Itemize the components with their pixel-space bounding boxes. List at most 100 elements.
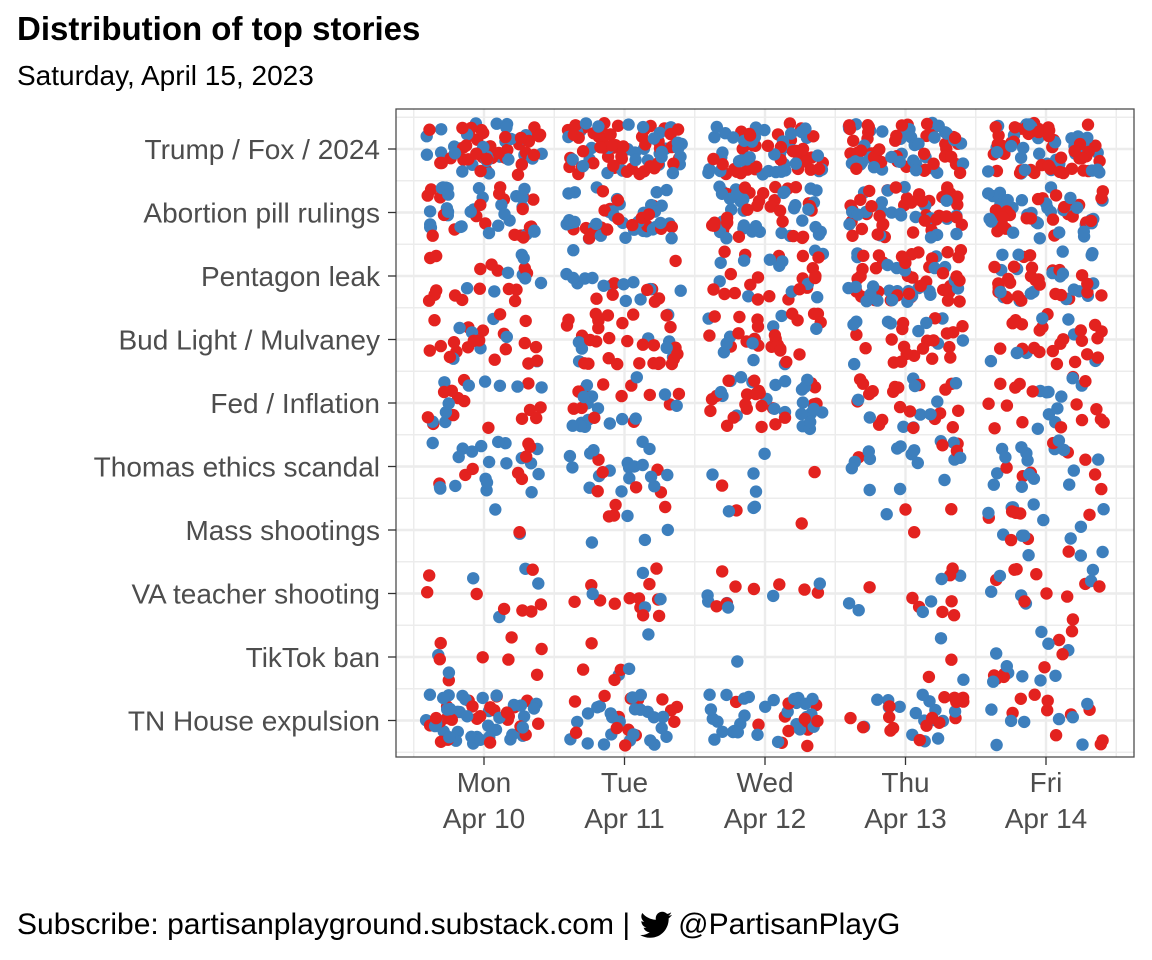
data-point bbox=[716, 565, 729, 578]
data-point bbox=[860, 295, 873, 308]
data-point bbox=[812, 162, 826, 176]
data-point bbox=[796, 249, 810, 263]
data-point bbox=[441, 205, 455, 218]
data-point bbox=[1057, 333, 1070, 346]
data-point bbox=[775, 309, 788, 323]
data-point bbox=[583, 333, 597, 347]
data-point bbox=[984, 354, 998, 368]
data-point bbox=[982, 187, 995, 200]
data-point bbox=[1015, 480, 1028, 493]
data-point bbox=[1005, 505, 1019, 518]
data-point bbox=[534, 598, 548, 611]
data-point bbox=[893, 700, 906, 713]
data-point bbox=[470, 147, 483, 160]
data-point bbox=[500, 457, 513, 470]
data-point bbox=[474, 262, 487, 276]
data-point bbox=[738, 709, 751, 722]
footer: Subscribe: partisanplayground.substack.c… bbox=[17, 908, 900, 942]
data-point bbox=[810, 322, 823, 335]
data-point bbox=[1083, 508, 1096, 521]
data-point bbox=[568, 595, 581, 608]
data-point bbox=[812, 251, 825, 264]
data-point bbox=[989, 121, 1002, 134]
data-point bbox=[499, 130, 512, 144]
data-point bbox=[1079, 375, 1092, 388]
data-point bbox=[743, 151, 756, 164]
data-point bbox=[1066, 613, 1080, 626]
data-point bbox=[1046, 213, 1060, 226]
data-point bbox=[627, 308, 640, 321]
data-point bbox=[707, 283, 720, 296]
data-point bbox=[608, 673, 621, 687]
data-point bbox=[788, 692, 801, 706]
data-point bbox=[863, 581, 876, 594]
data-point bbox=[482, 455, 496, 469]
data-point bbox=[489, 503, 502, 516]
y-tick-label: Abortion pill rulings bbox=[143, 198, 380, 229]
data-point bbox=[1066, 372, 1079, 385]
data-point bbox=[1093, 580, 1106, 593]
data-point bbox=[664, 127, 677, 141]
data-point bbox=[616, 316, 629, 330]
y-tick-label: Fed / Inflation bbox=[210, 388, 380, 419]
scatter-chart: Trump / Fox / 2024 Abortion pill rulings P… bbox=[94, 108, 1135, 834]
data-point bbox=[660, 341, 673, 354]
data-point bbox=[1014, 151, 1028, 164]
data-point bbox=[848, 357, 861, 371]
data-point bbox=[648, 480, 661, 493]
data-point bbox=[994, 377, 1007, 390]
data-point bbox=[422, 294, 436, 307]
data-point bbox=[945, 150, 958, 163]
data-point bbox=[789, 199, 802, 212]
data-point bbox=[776, 255, 789, 268]
data-point bbox=[636, 120, 650, 134]
data-point bbox=[857, 249, 870, 262]
data-point bbox=[900, 192, 914, 205]
data-point bbox=[622, 662, 636, 675]
data-point bbox=[474, 198, 487, 212]
data-point bbox=[702, 166, 715, 180]
data-point bbox=[925, 252, 939, 265]
data-point bbox=[899, 503, 912, 516]
data-point bbox=[460, 282, 474, 295]
data-point bbox=[895, 355, 908, 368]
data-point bbox=[847, 318, 860, 331]
data-point bbox=[598, 689, 611, 703]
data-point bbox=[670, 399, 683, 412]
data-point bbox=[915, 195, 929, 208]
data-point bbox=[752, 718, 765, 731]
data-point bbox=[626, 218, 639, 232]
data-point bbox=[562, 313, 575, 326]
data-point bbox=[863, 411, 876, 424]
data-point bbox=[773, 204, 787, 217]
data-point bbox=[769, 165, 783, 179]
data-point bbox=[442, 666, 456, 679]
data-point bbox=[936, 605, 949, 619]
x-tick-date: Apr 14 bbox=[1005, 803, 1088, 834]
data-point bbox=[594, 141, 607, 154]
data-point bbox=[513, 526, 526, 539]
data-point bbox=[796, 396, 810, 409]
data-point bbox=[811, 149, 824, 162]
data-point bbox=[737, 692, 751, 705]
data-point bbox=[668, 715, 681, 728]
data-point bbox=[647, 339, 661, 352]
data-point bbox=[1036, 312, 1049, 325]
data-point bbox=[619, 294, 632, 308]
data-point bbox=[1068, 355, 1082, 369]
data-point bbox=[589, 307, 602, 321]
data-point bbox=[650, 562, 663, 575]
data-point bbox=[1024, 212, 1038, 225]
data-point bbox=[938, 473, 951, 487]
data-point bbox=[703, 688, 716, 701]
data-point bbox=[656, 693, 669, 706]
data-point bbox=[485, 258, 498, 271]
data-point bbox=[1015, 194, 1029, 207]
data-point bbox=[563, 449, 577, 463]
data-point bbox=[515, 412, 529, 425]
data-point bbox=[710, 600, 723, 613]
data-point bbox=[660, 309, 673, 322]
chart-subtitle: Saturday, April 15, 2023 bbox=[17, 60, 314, 91]
data-point bbox=[476, 691, 489, 705]
data-point bbox=[619, 739, 632, 752]
